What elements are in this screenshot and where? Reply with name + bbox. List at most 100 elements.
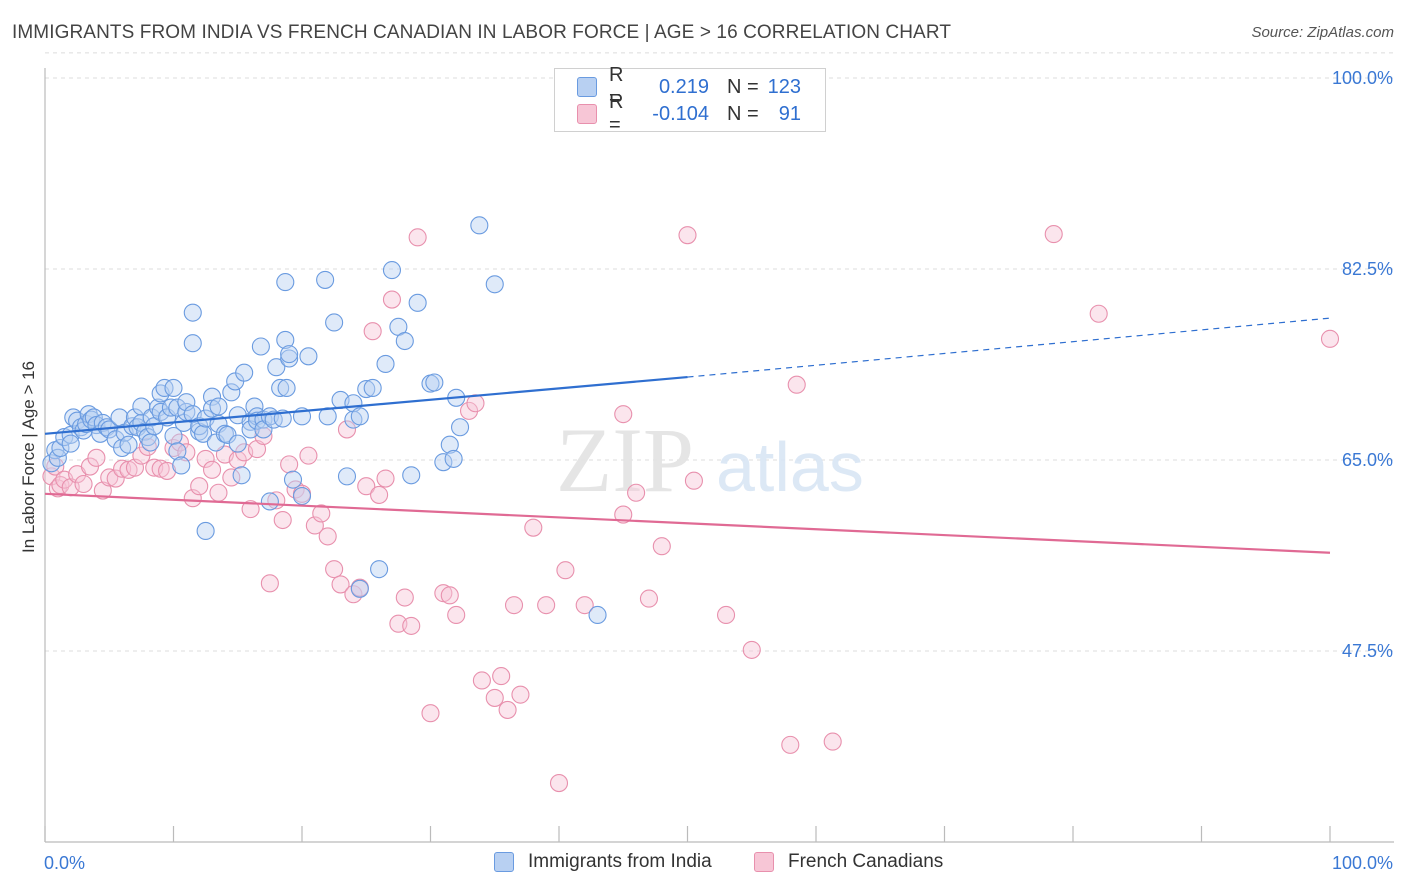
data-point-india — [276, 330, 295, 349]
data-point-india — [276, 273, 295, 292]
data-point-india — [209, 397, 228, 416]
data-point-french-canadians — [273, 510, 292, 530]
bottom-legend-swatch-french-canadians — [754, 852, 774, 872]
data-point-french-canadians — [575, 596, 594, 615]
data-point-india — [194, 424, 213, 443]
data-point-india — [267, 358, 286, 377]
bottom-legend-french-canadians: French Canadians — [754, 851, 943, 873]
data-point-french-canadians — [382, 290, 402, 309]
data-point-india — [172, 456, 191, 475]
data-point-india — [350, 407, 369, 426]
legend-swatch-french-canadians — [577, 104, 597, 124]
data-point-french-canadians — [190, 477, 209, 496]
watermark-zip: ZIP — [556, 409, 694, 511]
legend-r-value: -0.104 — [652, 102, 709, 125]
data-point-french-canadians — [485, 688, 504, 707]
trend-lines — [44, 317, 1331, 554]
data-point-french-canadians — [440, 586, 459, 605]
data-point-french-canadians — [74, 474, 93, 494]
data-point-india — [82, 410, 101, 429]
data-point-india — [183, 303, 202, 322]
bottom-legend-label-india: Immigrants from India — [528, 851, 712, 872]
chart-title: IMMIGRANTS FROM INDIA VS FRENCH CANADIAN… — [12, 22, 952, 43]
data-point-india — [280, 349, 299, 368]
data-point-french-canadians — [325, 560, 344, 579]
bottom-legend-swatch-india — [494, 852, 514, 872]
data-point-french-canadians — [652, 537, 671, 556]
trend-line-india-projection — [687, 317, 1331, 378]
data-point-french-canadians — [280, 455, 299, 474]
data-point-french-canadians — [312, 504, 331, 523]
data-point-french-canadians — [614, 505, 633, 524]
data-point-french-canadians — [331, 575, 350, 594]
data-point-india — [183, 334, 202, 353]
y-axis-label: In Labor Force | Age > 16 — [19, 361, 38, 553]
legend-n-value: 123 — [767, 75, 801, 98]
data-point-india — [292, 486, 312, 506]
data-point-french-canadians — [1320, 329, 1340, 348]
legend-row-india: R = 0.219 N = 123 — [577, 64, 801, 109]
data-point-french-canadians — [370, 485, 389, 504]
data-point-india — [280, 345, 299, 364]
data-point-india — [51, 438, 70, 458]
data-point-india — [370, 560, 389, 579]
data-point-india — [470, 216, 489, 235]
data-point-india — [164, 378, 183, 398]
data-point-french-canadians — [241, 500, 260, 519]
data-point-french-canadians — [87, 448, 106, 467]
data-point-india — [141, 433, 160, 452]
trend-line-french-canadians — [44, 492, 1331, 554]
data-point-india — [235, 363, 254, 382]
data-point-india — [337, 467, 357, 486]
legend-r-value: 0.219 — [658, 75, 709, 98]
data-point-india — [451, 418, 470, 437]
data-point-french-canadians — [357, 477, 376, 496]
data-point-french-canadians — [614, 405, 633, 424]
data-point-india — [196, 521, 215, 540]
data-point-french-canadians — [93, 481, 112, 500]
legend-row-french-canadians: R = -0.104 N = 91 — [577, 91, 801, 136]
data-point-india — [251, 337, 270, 356]
data-point-french-canadians — [787, 375, 806, 394]
grid-lines — [45, 52, 1394, 652]
data-point-india — [228, 434, 247, 453]
watermark: ZIP atlas — [556, 409, 864, 511]
data-point-french-canadians — [678, 226, 697, 245]
data-point-french-canadians — [1044, 225, 1063, 244]
data-point-india — [350, 579, 369, 598]
legend-n-value: 91 — [778, 102, 801, 125]
data-point-french-canadians — [684, 471, 703, 490]
data-point-french-canadians — [472, 671, 491, 690]
data-point-french-canadians — [100, 468, 119, 487]
data-point-india — [382, 261, 402, 280]
data-point-french-canadians — [299, 446, 318, 465]
data-point-india — [61, 434, 80, 453]
data-point-french-canadians — [158, 461, 177, 480]
data-point-india — [395, 331, 414, 351]
data-point-india — [260, 492, 279, 511]
data-point-india — [440, 435, 459, 454]
data-point-french-canadians — [1089, 304, 1108, 323]
data-point-india — [588, 605, 607, 625]
legend-n-label: N = — [727, 75, 759, 98]
trend-line-india — [44, 375, 688, 435]
series-immigrants-india — [42, 216, 607, 625]
data-point-french-canadians — [716, 605, 736, 625]
data-point-french-canadians — [209, 483, 228, 502]
data-point-french-canadians — [203, 460, 222, 479]
legend-r-label: R = — [609, 64, 624, 109]
data-point-india — [444, 449, 463, 468]
data-point-french-canadians — [556, 561, 575, 580]
data-point-french-canadians — [781, 735, 800, 754]
data-point-french-canadians — [196, 449, 215, 468]
data-point-india — [316, 270, 335, 289]
data-point-india — [485, 275, 504, 294]
data-point-french-canadians — [524, 518, 543, 537]
data-point-india — [168, 442, 187, 461]
data-point-french-canadians — [408, 228, 427, 247]
data-point-india — [277, 378, 296, 398]
y-tick-label: 47.5% — [1342, 641, 1393, 661]
tick-labels: 47.5% 65.0% 82.5% 100.0% 0.0% 100.0% — [44, 68, 1393, 873]
data-point-india — [168, 398, 187, 417]
